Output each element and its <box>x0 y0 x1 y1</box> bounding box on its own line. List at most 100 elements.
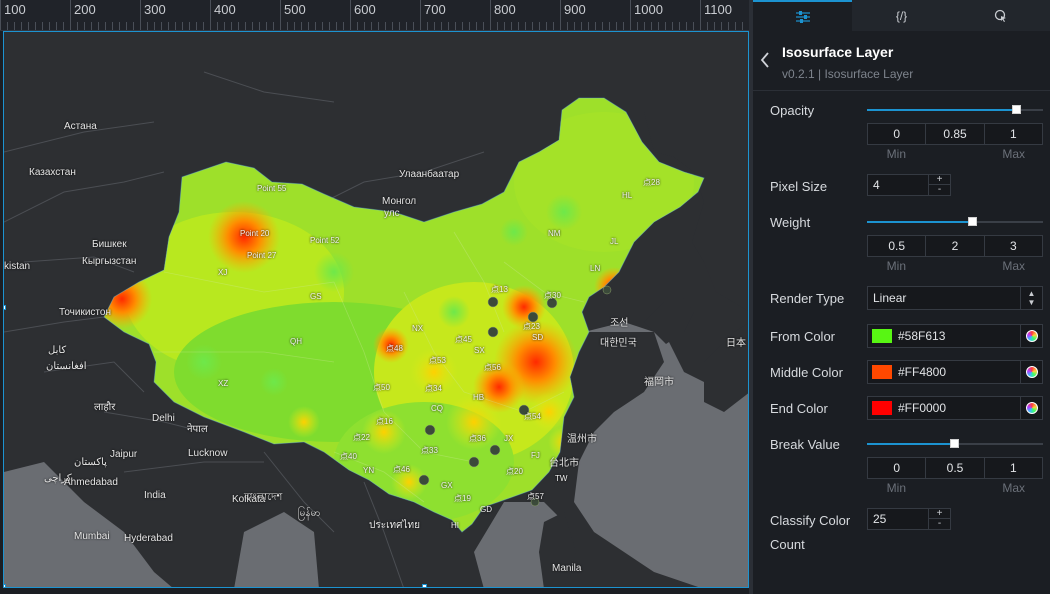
render-type-label: Render Type <box>770 291 845 306</box>
taiwan-land <box>554 452 570 490</box>
slider-knob[interactable] <box>1011 105 1021 114</box>
chevron-left-icon[interactable] <box>760 52 774 70</box>
panel-title: Isosurface Layer <box>782 44 894 60</box>
resize-handle-left[interactable] <box>4 305 6 310</box>
data-point-label: SD <box>532 333 544 342</box>
weight-min-input[interactable]: 0.5 <box>867 235 927 257</box>
map-place-label: नेपाल <box>187 424 208 435</box>
end-color-field[interactable]: #FF0000 <box>867 396 1043 420</box>
data-point-label: CQ <box>431 404 443 413</box>
break-value-input[interactable]: 0.5 <box>926 457 985 479</box>
map-place-label: Delhi <box>152 413 175 424</box>
color-swatch <box>872 401 892 415</box>
increment-button[interactable]: + <box>928 175 950 185</box>
panel-divider[interactable] <box>749 0 753 594</box>
from-color-label: From Color <box>770 329 836 344</box>
pixel-size-value[interactable]: 4 <box>873 178 880 192</box>
panel-tabs: {/} <box>753 0 1050 31</box>
from-color-hex[interactable]: #58F613 <box>898 329 946 343</box>
map-place-label: 台北市 <box>549 458 579 469</box>
ruler-tick-label: 200 <box>74 2 96 17</box>
color-picker-icon[interactable] <box>1020 397 1042 419</box>
data-point-label: XJ <box>218 268 228 277</box>
weight-value-input[interactable]: 2 <box>926 235 985 257</box>
opacity-max-input[interactable]: 1 <box>984 123 1043 145</box>
ruler-tick-label: 1100 <box>704 2 732 17</box>
map-place-label: 대한민국 <box>600 338 637 349</box>
opacity-slider[interactable] <box>867 103 1043 117</box>
map-place-label: پاکستان <box>74 457 107 468</box>
data-point-label: 点13 <box>491 285 508 294</box>
arabian-sea <box>4 462 172 587</box>
decrement-button[interactable]: - <box>928 185 950 195</box>
map-place-label: 日本 <box>726 338 746 349</box>
break-value-label: Break Value <box>770 437 840 452</box>
data-point-label: 点53 <box>429 356 446 365</box>
data-point-label: 点20 <box>506 467 523 476</box>
interaction-icon <box>994 9 1006 22</box>
end-color-hex[interactable]: #FF0000 <box>898 401 947 415</box>
max-caption: Max <box>1002 147 1026 161</box>
province-borders <box>154 231 585 503</box>
tab-interaction[interactable] <box>951 0 1050 31</box>
data-point-label: Point 52 <box>310 236 340 245</box>
tab-data[interactable]: {/} <box>852 0 951 31</box>
pixel-size-stepper[interactable]: 4 + - <box>867 174 951 196</box>
classify-color-count-label: Classify Color <box>770 513 851 528</box>
data-point-label: NM <box>548 229 561 238</box>
classify-count-value[interactable]: 25 <box>873 512 887 526</box>
weight-slider[interactable] <box>867 215 1043 229</box>
data-point-label: JL <box>610 237 619 246</box>
data-point-label: XZ <box>218 379 229 388</box>
panel-subtitle: v0.2.1 | Isosurface Layer <box>782 67 914 81</box>
data-point-label: HI <box>451 521 459 530</box>
weight-max-input[interactable]: 3 <box>984 235 1043 257</box>
break-min-input[interactable]: 0 <box>867 457 927 479</box>
resize-handle-bottom-left[interactable] <box>4 584 6 587</box>
resize-handle-bottom[interactable] <box>422 584 427 587</box>
min-caption: Min <box>886 481 906 495</box>
classify-count-stepper[interactable]: 25 + - <box>867 508 951 530</box>
middle-color-field[interactable]: #FF4800 <box>867 360 1043 384</box>
min-caption: Min <box>886 259 906 273</box>
weight-label: Weight <box>770 215 811 230</box>
ruler-tick-label: 1000 <box>634 2 663 17</box>
ruler-tick-label: 900 <box>564 2 586 17</box>
max-caption: Max <box>1002 481 1026 495</box>
map-canvas[interactable]: Астана Казахстан Бишкек Кыргызстан kistan Точ… <box>3 31 749 588</box>
color-picker-icon[interactable] <box>1020 325 1042 347</box>
map-place-label: کابل <box>48 345 67 356</box>
render-type-select[interactable]: Linear ▲ ▼ <box>867 286 1043 310</box>
decrement-button[interactable]: - <box>928 519 950 529</box>
color-picker-icon[interactable] <box>1020 361 1042 383</box>
from-color-field[interactable]: #58F613 <box>867 324 1043 348</box>
increment-button[interactable]: + <box>928 509 950 519</box>
map-place-label: ประเทศไทย <box>369 520 420 531</box>
slider-fill <box>867 221 973 223</box>
bay-of-bengal <box>234 512 319 587</box>
philippines-land <box>539 512 576 587</box>
slider-knob[interactable] <box>967 217 977 226</box>
opacity-value-input[interactable]: 0.85 <box>926 123 985 145</box>
data-point-label: QH <box>290 337 302 346</box>
data-point-label: HL <box>622 191 633 200</box>
map-place-label: India <box>144 490 166 501</box>
data-point-label: Point 27 <box>247 251 277 260</box>
slider-knob[interactable] <box>950 439 959 448</box>
middle-color-hex[interactable]: #FF4800 <box>898 365 947 379</box>
data-point-label: JX <box>504 434 514 443</box>
data-point-label: 点46 <box>393 465 410 474</box>
break-value-slider[interactable] <box>867 437 1043 451</box>
tab-settings[interactable] <box>753 0 852 31</box>
data-point-label: 点56 <box>484 363 501 372</box>
opacity-min-input[interactable]: 0 <box>867 123 927 145</box>
map-place-label: Астана <box>64 121 97 132</box>
ruler-tick-label: 500 <box>284 2 306 17</box>
ruler-tick-label: 600 <box>354 2 376 17</box>
break-range-captions: Min Max <box>867 481 1043 495</box>
ruler-tick-label: 700 <box>424 2 446 17</box>
data-point-label: 点50 <box>373 383 390 392</box>
break-max-input[interactable]: 1 <box>984 457 1043 479</box>
data-point-label: 点45 <box>455 335 472 344</box>
